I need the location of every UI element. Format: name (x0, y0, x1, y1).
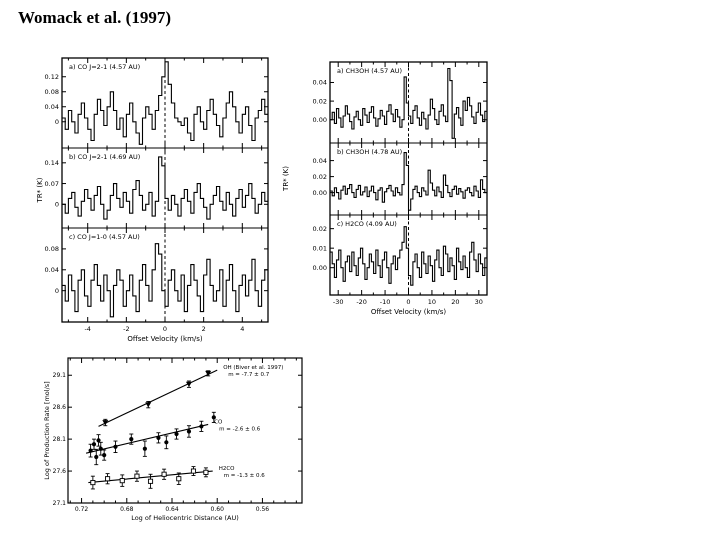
svg-text:30: 30 (475, 298, 483, 306)
svg-text:0: 0 (55, 118, 59, 126)
figure-co-spectra: 0.12 0.08 0.04 0 a) CO J=2-1 (4.57 AU) 0.14 0.… (34, 52, 284, 352)
svg-text:0.00: 0.00 (313, 116, 327, 124)
svg-text:4: 4 (240, 325, 244, 333)
svg-text:0.04: 0.04 (45, 103, 59, 111)
svg-text:0.02: 0.02 (313, 225, 327, 233)
svg-text:Log of Production Rate [mol/s]: Log of Production Rate [mol/s] (44, 381, 51, 479)
svg-text:27.6: 27.6 (53, 468, 67, 475)
svg-text:0.04: 0.04 (45, 266, 59, 274)
svg-text:0.68: 0.68 (120, 506, 134, 513)
svg-text:0.64: 0.64 (165, 506, 179, 513)
svg-text:0.00: 0.00 (313, 264, 327, 272)
svg-text:b) CH3OH (4.78 AU): b) CH3OH (4.78 AU) (337, 148, 402, 156)
svg-text:0.04: 0.04 (313, 157, 327, 165)
svg-text:a) CO J=2-1 (4.57 AU): a) CO J=2-1 (4.57 AU) (69, 63, 140, 71)
svg-text:Offset Velocity (km/s): Offset Velocity (km/s) (371, 308, 447, 316)
svg-text:0: 0 (163, 325, 167, 333)
svg-text:0.14: 0.14 (45, 159, 59, 167)
svg-text:2: 2 (202, 325, 206, 333)
svg-text:TR* (K): TR* (K) (36, 177, 44, 203)
svg-text:Offset Velocity (km/s): Offset Velocity (km/s) (127, 335, 203, 343)
svg-text:m = -2.6 ± 0.6: m = -2.6 ± 0.6 (219, 426, 261, 432)
svg-text:m = -7.7 ± 0.7: m = -7.7 ± 0.7 (228, 372, 270, 378)
svg-text:b) CO J=2-1 (4.69 AU): b) CO J=2-1 (4.69 AU) (69, 153, 140, 161)
svg-text:0.12: 0.12 (45, 73, 59, 81)
svg-text:0.07: 0.07 (45, 180, 59, 188)
svg-text:0.08: 0.08 (45, 245, 59, 253)
svg-text:0.04: 0.04 (313, 79, 327, 87)
svg-text:20: 20 (451, 298, 459, 306)
svg-text:0: 0 (55, 287, 59, 295)
slide-title: Womack et al. (1997) (18, 8, 171, 27)
svg-text:0.72: 0.72 (75, 506, 89, 513)
figure-production-rates: 0.72 0.68 0.64 0.60 0.56 29.1 28.6 28.1 27.6 27.1… (44, 352, 320, 538)
svg-text:a) CH3OH (4.57 AU): a) CH3OH (4.57 AU) (337, 67, 402, 75)
svg-text:-20: -20 (356, 298, 367, 306)
svg-text:-4: -4 (84, 325, 90, 333)
svg-text:28.1: 28.1 (53, 436, 67, 443)
co_spectra-plot: 0.12 0.08 0.04 0 a) CO J=2-1 (4.57 AU) 0.14 0.… (36, 57, 269, 343)
svg-text:Log of Heliocentric Distance (: Log of Heliocentric Distance (AU) (131, 514, 239, 522)
svg-text:m = -1.3 ± 0.6: m = -1.3 ± 0.6 (224, 473, 266, 479)
svg-text:-2: -2 (123, 325, 129, 333)
svg-text:-30: -30 (333, 298, 344, 306)
svg-text:CO: CO (214, 419, 223, 425)
svg-text:c) CO J=1-0 (4.57 AU): c) CO J=1-0 (4.57 AU) (69, 233, 140, 241)
svg-text:0: 0 (406, 298, 410, 306)
svg-text:0.56: 0.56 (256, 506, 270, 513)
svg-text:0.60: 0.60 (211, 506, 225, 513)
svg-text:27.1: 27.1 (53, 500, 67, 507)
production_rates-plot: 0.72 0.68 0.64 0.60 0.56 29.1 28.6 28.1 27.6 27.1… (44, 357, 303, 522)
svg-text:TR* (K): TR* (K) (282, 166, 290, 192)
svg-text:0.02: 0.02 (313, 173, 327, 181)
figure-ch3oh-h2co-spectra: 0.04 0.02 0.00 a) CH3OH (4.57 AU) 0.04 0.02 0.… (278, 56, 498, 324)
svg-text:0.00: 0.00 (313, 189, 327, 197)
svg-text:0: 0 (55, 200, 59, 208)
svg-text:0.08: 0.08 (45, 88, 59, 96)
svg-text:c) H2CO (4.09 AU): c) H2CO (4.09 AU) (337, 220, 397, 228)
svg-text:0.01: 0.01 (313, 244, 327, 252)
ch3oh_h2co_spectra-plot: 0.04 0.02 0.00 a) CH3OH (4.57 AU) 0.04 0.02 0.… (282, 61, 488, 316)
svg-text:-10: -10 (380, 298, 391, 306)
svg-text:OH (Biver et al. 1997): OH (Biver et al. 1997) (223, 365, 283, 371)
svg-text:10: 10 (428, 298, 436, 306)
svg-text:0.02: 0.02 (313, 97, 327, 105)
svg-text:29.1: 29.1 (53, 372, 67, 379)
svg-text:28.6: 28.6 (53, 404, 67, 411)
svg-text:H2CO: H2CO (219, 466, 235, 472)
